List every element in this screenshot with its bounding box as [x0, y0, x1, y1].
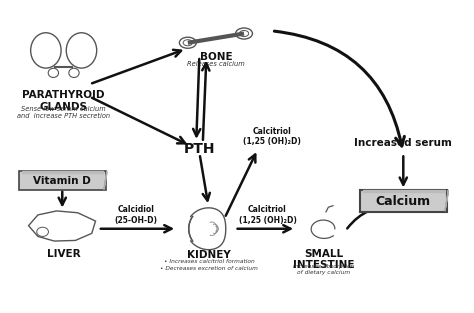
- Text: Increased serum: Increased serum: [355, 138, 452, 148]
- Text: Calcium: Calcium: [376, 195, 431, 208]
- Text: LIVER: LIVER: [47, 249, 81, 259]
- Text: BONE: BONE: [200, 52, 232, 62]
- Text: • Increases calcitriol formation
• Decreases excretion of calcium: • Increases calcitriol formation • Decre…: [160, 259, 258, 271]
- Text: Vitamin D: Vitamin D: [33, 176, 91, 186]
- Text: Calcitriol
(1,25 (OH)₂D): Calcitriol (1,25 (OH)₂D): [238, 205, 296, 225]
- Text: SMALL
INTESTINE: SMALL INTESTINE: [293, 249, 355, 270]
- Text: PARATHYROID
GLANDS: PARATHYROID GLANDS: [22, 90, 105, 112]
- FancyBboxPatch shape: [360, 190, 447, 212]
- Text: Increases absorption
of dietary calcium: Increases absorption of dietary calcium: [293, 264, 354, 275]
- Text: KIDNEY: KIDNEY: [187, 250, 231, 260]
- Text: Releases calcium: Releases calcium: [187, 61, 245, 67]
- Text: PTH: PTH: [184, 142, 215, 156]
- Text: Sense low serum calcium
and  increase PTH secretion: Sense low serum calcium and increase PTH…: [17, 106, 110, 119]
- Text: Calcidiol
(25-OH-D): Calcidiol (25-OH-D): [115, 205, 158, 225]
- FancyBboxPatch shape: [19, 171, 106, 190]
- Text: Calcitriol
(1,25 (OH)₂D): Calcitriol (1,25 (OH)₂D): [243, 127, 301, 146]
